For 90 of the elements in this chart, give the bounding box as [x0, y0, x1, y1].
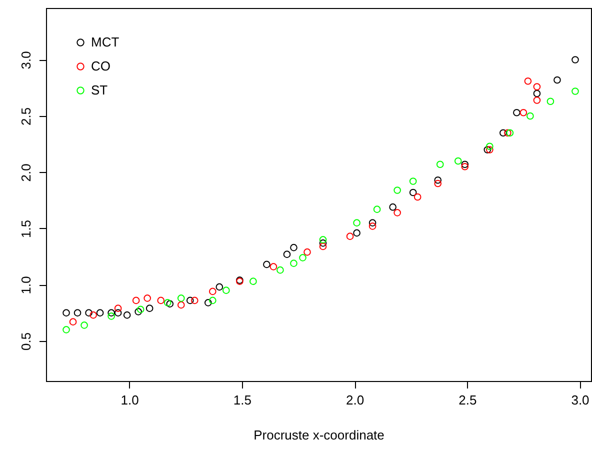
point — [554, 76, 561, 84]
x-tick-label: 3.0 — [571, 392, 590, 408]
point — [90, 311, 97, 319]
point — [114, 309, 122, 316]
legend-label: MCT — [91, 34, 120, 50]
point — [500, 129, 507, 137]
point — [208, 288, 216, 296]
point — [134, 308, 142, 316]
point — [166, 300, 174, 308]
point — [263, 260, 270, 268]
point — [164, 299, 172, 306]
point — [216, 283, 224, 291]
point — [434, 176, 442, 184]
point — [572, 88, 579, 95]
point — [513, 108, 520, 116]
point — [394, 186, 401, 194]
x-tick-label: 2.0 — [346, 392, 364, 408]
point — [186, 296, 194, 304]
point — [368, 219, 376, 226]
point — [62, 326, 70, 334]
x-tick-label: 2.5 — [458, 392, 477, 408]
point — [304, 248, 311, 256]
y-tick-label: 3.0 — [18, 51, 34, 70]
point — [533, 96, 541, 104]
legend-label: ST — [91, 82, 108, 98]
y-tick-label: 0.5 — [18, 332, 34, 350]
point — [177, 301, 185, 309]
point — [132, 296, 140, 304]
point — [461, 162, 469, 170]
point — [368, 222, 376, 230]
point — [572, 56, 579, 64]
point — [146, 304, 154, 312]
point — [353, 229, 360, 237]
point — [353, 219, 360, 226]
point — [409, 188, 417, 196]
point — [250, 278, 257, 285]
point — [270, 263, 278, 270]
point — [394, 209, 401, 216]
point — [222, 286, 230, 294]
point — [136, 306, 144, 314]
point — [74, 309, 82, 316]
y-tick-label: 1.0 — [18, 276, 34, 294]
point — [486, 142, 494, 150]
point — [319, 242, 327, 250]
point — [414, 193, 422, 201]
point — [204, 299, 212, 306]
y-tick-label: 1.5 — [18, 220, 34, 238]
point — [177, 294, 185, 302]
point — [96, 309, 104, 316]
point — [409, 178, 417, 185]
x-tick-label: 1.0 — [120, 392, 139, 408]
point — [504, 129, 512, 137]
point — [283, 250, 291, 258]
point — [434, 180, 442, 188]
point — [373, 206, 381, 214]
point — [299, 254, 306, 262]
point — [290, 244, 298, 252]
point — [319, 236, 327, 244]
point — [108, 312, 115, 320]
point — [276, 266, 284, 274]
point — [69, 318, 77, 326]
point — [533, 83, 541, 90]
point — [123, 311, 131, 319]
point — [290, 260, 298, 267]
point — [190, 296, 198, 304]
point — [144, 294, 152, 302]
point — [157, 296, 165, 304]
point — [454, 157, 462, 165]
legend-label: CO — [91, 58, 110, 74]
point — [546, 98, 554, 106]
point — [436, 160, 444, 168]
point — [524, 77, 532, 85]
point — [389, 203, 396, 211]
x-tick-label: 1.5 — [233, 392, 252, 408]
point — [346, 232, 354, 240]
point — [319, 239, 327, 247]
point — [108, 309, 115, 316]
point — [114, 304, 122, 312]
point — [506, 129, 514, 137]
point — [208, 296, 216, 304]
x-axis-title: Procruste x-coordinate — [254, 428, 384, 442]
point — [520, 108, 528, 116]
point — [533, 90, 541, 98]
point — [484, 146, 492, 154]
point — [62, 309, 70, 316]
point — [526, 112, 534, 120]
y-tick-label: 2.5 — [18, 107, 34, 126]
y-tick-label: 2.0 — [18, 164, 34, 182]
point — [80, 322, 88, 329]
point — [85, 309, 92, 316]
